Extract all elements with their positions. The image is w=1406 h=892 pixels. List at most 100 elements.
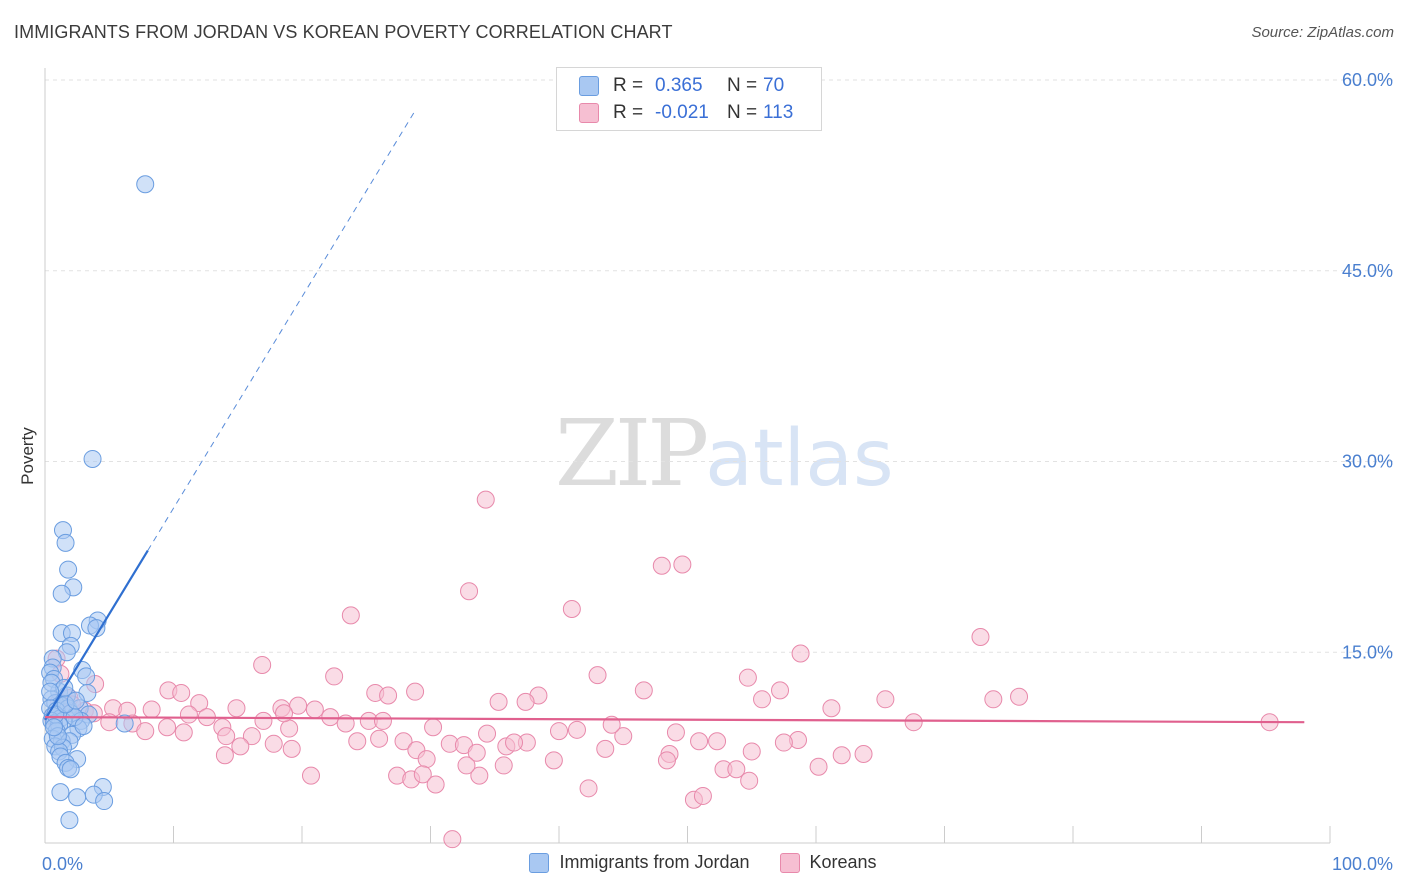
korean-point [174,723,193,742]
korean-point [588,666,607,685]
korean-point [738,668,757,687]
korean-point [505,733,524,752]
jordan-point [44,718,63,737]
legend-row-jordan: R = 0.365 N = 70 [579,74,784,98]
korean-point [406,682,425,701]
korean-point [280,719,299,738]
jordan-point [95,792,114,811]
jordan-trend-extension [147,110,416,551]
korean-point [984,690,1003,709]
korean-point [394,732,413,751]
korean-point [413,765,432,784]
jordan-point [74,717,93,736]
korean-point [289,696,308,715]
y-tick-label: 15.0% [1342,642,1393,662]
korean-swatch [779,852,800,873]
jordan-point [60,811,79,830]
korean-point [579,779,598,798]
korean-point [275,704,294,723]
korean-point [562,600,581,619]
x-tick-label: 0.0% [42,854,83,874]
y-tick-label: 30.0% [1342,452,1393,472]
korean-points [43,490,1279,849]
korean-swatch [579,103,599,123]
korean-point [690,732,709,751]
korean-point [217,727,236,746]
jordan-point [56,533,75,552]
jordan-point [59,560,78,579]
korean-point [282,739,301,758]
korean-point [301,766,320,785]
korean-point [215,746,234,765]
korean-point [614,727,633,746]
korean-point [424,718,443,737]
n-value: 70 [763,75,785,96]
korean-point [791,644,810,663]
korean-point [231,737,250,756]
korean-point [832,746,851,765]
korean-point [544,751,563,770]
korean-point [417,750,436,769]
r-value: -0.021 [655,102,709,123]
korean-point [673,555,692,574]
korean-point [179,705,198,724]
korean-point [740,771,759,790]
korean-point [253,655,272,674]
korean-point [774,733,793,752]
korean-point [172,683,191,702]
watermark-atlas: atlas [705,414,894,504]
r-value: 0.365 [655,75,703,96]
jordan-point [51,783,70,802]
korean-point [321,708,340,727]
korean-point [476,490,495,509]
korean-point [470,766,489,785]
korean-point [325,667,344,686]
n-label: N = [727,75,758,96]
jordan-swatch [529,852,550,873]
jordan-point [66,691,85,710]
korean-point [753,690,772,709]
korean-point [904,713,923,732]
jordan-point [41,682,60,701]
korean-trend-line [44,716,1305,724]
legend-label-jordan: Immigrants from Jordan [559,852,750,872]
korean-point [876,690,895,709]
jordan-point [83,449,102,468]
x-tick-label: 100.0% [1332,854,1393,874]
jordan-swatch [579,76,599,96]
chart-title: IMMIGRANTS FROM JORDAN VS KOREAN POVERTY… [14,22,673,42]
jordan-trend-line [44,549,149,721]
legend-item-korean[interactable]: Koreans [779,852,877,873]
korean-point [370,729,389,748]
r-label: R = [613,102,644,123]
korean-point [158,718,177,737]
korean-point [254,711,273,730]
korean-point [567,720,586,739]
korean-point [190,694,209,713]
korean-point [708,732,727,751]
n-value: 113 [763,102,794,123]
korean-point [666,723,685,742]
korean-point [457,756,476,775]
legend-row-korean: R = -0.021 N = 113 [579,101,793,125]
korean-point [742,742,761,761]
korean-point [136,722,155,741]
y-tick-label: 60.0% [1342,70,1393,90]
korean-point [516,692,535,711]
watermark: ZIPatlas [555,400,894,507]
jordan-point [136,175,155,194]
korean-point [596,739,615,758]
korean-point [227,699,246,718]
korean-point [489,692,508,711]
korean-point [1010,687,1029,706]
korean-point [373,711,392,730]
korean-point [809,757,828,776]
korean-point [460,582,479,601]
legend-item-jordan[interactable]: Immigrants from Jordan [529,852,750,873]
korean-point [305,700,324,719]
korean-point [379,686,398,705]
jordan-point [68,788,87,807]
korean-point [443,830,462,849]
korean-point [242,727,261,746]
